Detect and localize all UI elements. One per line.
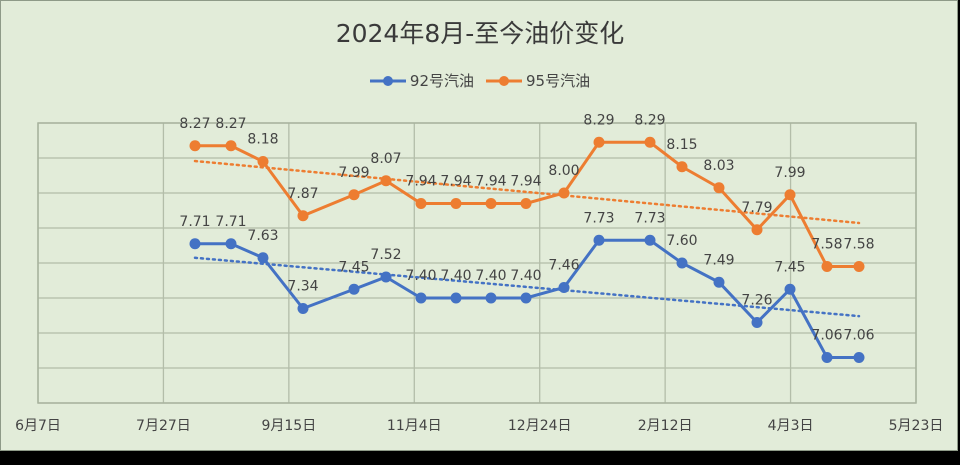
data-label: 7.94	[475, 174, 506, 190]
data-point	[485, 198, 497, 209]
x-tick-label: 4月3日	[768, 418, 814, 434]
data-point	[257, 156, 269, 167]
data-label: 8.29	[583, 112, 614, 128]
x-tick-label: 2月12日	[638, 418, 693, 434]
legend-label-92: 92号汽油	[409, 72, 474, 90]
data-point	[644, 136, 656, 148]
data-point	[485, 292, 497, 304]
data-point	[853, 261, 865, 272]
data-label: 7.26	[741, 293, 772, 309]
data-point	[257, 252, 269, 264]
legend-marker-orange-icon	[486, 75, 522, 86]
data-point	[644, 234, 656, 246]
data-point	[593, 136, 605, 148]
data-point	[821, 352, 833, 363]
legend-label-95: 95号汽油	[526, 72, 591, 90]
data-point	[676, 161, 688, 173]
data-label: 8.18	[247, 132, 278, 148]
trendline	[193, 159, 861, 225]
data-label: 7.94	[510, 174, 541, 190]
data-point	[189, 140, 201, 152]
data-point	[380, 175, 392, 187]
x-tick-label: 6月7日	[15, 418, 61, 434]
data-label: 7.58	[843, 237, 874, 253]
data-label: 7.87	[287, 186, 318, 202]
data-point	[520, 292, 532, 304]
data-point	[297, 210, 309, 222]
data-point	[450, 292, 462, 304]
data-point	[558, 282, 570, 293]
data-label: 7.40	[405, 268, 436, 284]
data-point	[348, 189, 360, 201]
data-label: 7.06	[843, 328, 874, 344]
data-label: 7.73	[583, 210, 614, 226]
data-label: 8.00	[548, 163, 579, 179]
data-point	[225, 140, 237, 152]
data-label: 7.34	[287, 279, 318, 295]
data-label: 7.99	[774, 165, 805, 181]
data-label: 8.03	[703, 158, 734, 174]
x-tick-label: 7月27日	[136, 418, 191, 434]
data-point	[225, 238, 237, 250]
data-point	[751, 224, 763, 236]
data-point	[713, 182, 725, 194]
data-label: 7.58	[811, 237, 842, 253]
trendline	[193, 256, 861, 318]
data-label: 7.94	[405, 174, 436, 190]
x-tick-label: 11月4日	[387, 418, 442, 434]
data-point	[784, 189, 796, 201]
plot-border	[37, 122, 917, 404]
data-label: 8.07	[370, 151, 401, 167]
data-label: 7.40	[510, 268, 541, 284]
data-point	[853, 352, 865, 363]
data-point	[450, 198, 462, 209]
legend: 92号汽油 95号汽油	[0, 70, 960, 91]
data-label: 8.15	[666, 137, 697, 153]
data-label: 7.06	[811, 328, 842, 344]
data-label: 7.46	[548, 258, 579, 274]
data-label: 7.52	[370, 247, 401, 263]
data-point	[751, 317, 763, 328]
data-point	[593, 234, 605, 246]
data-label: 8.27	[179, 116, 210, 132]
data-point	[297, 303, 309, 314]
data-point	[348, 283, 360, 295]
data-label: 7.94	[440, 174, 471, 190]
x-tick-label: 12月24日	[508, 418, 572, 434]
data-label: 7.99	[338, 165, 369, 181]
data-label: 7.63	[247, 228, 278, 244]
data-point	[380, 271, 392, 283]
data-label: 8.29	[634, 112, 665, 128]
data-label: 7.45	[774, 259, 805, 275]
data-point	[415, 198, 427, 209]
data-label: 7.45	[338, 259, 369, 275]
data-label: 7.71	[179, 214, 210, 230]
data-label: 7.60	[666, 233, 697, 249]
data-label: 7.71	[215, 214, 246, 230]
legend-item-95: 95号汽油	[486, 70, 590, 91]
x-tick-label: 5月23日	[889, 418, 944, 434]
legend-marker-blue-icon	[369, 75, 406, 86]
data-point	[520, 198, 532, 209]
data-point	[713, 276, 725, 288]
data-point	[558, 187, 570, 199]
data-point	[784, 283, 796, 295]
data-point	[189, 238, 201, 250]
data-label: 7.49	[703, 252, 734, 268]
x-tick-label: 9月15日	[261, 418, 316, 434]
chart-title: 2024年8月-至今油价变化	[335, 19, 625, 48]
data-label: 8.27	[215, 116, 246, 132]
data-point	[676, 257, 688, 269]
data-point	[821, 261, 833, 272]
chart-frame	[0, 0, 958, 451]
data-label: 7.73	[634, 210, 665, 226]
data-label: 7.79	[741, 200, 772, 216]
data-label: 7.40	[475, 268, 506, 284]
data-label: 7.40	[440, 268, 471, 284]
legend-item-92: 92号汽油	[369, 70, 474, 91]
data-point	[415, 292, 427, 304]
